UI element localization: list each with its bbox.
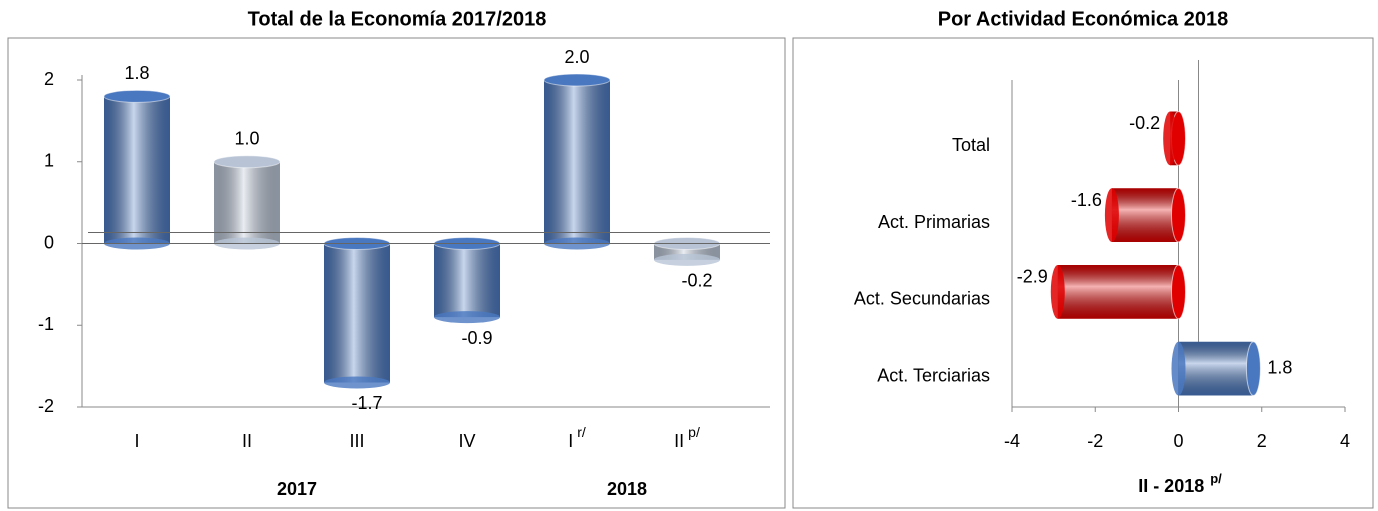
bar-base <box>434 311 500 324</box>
bar-cap <box>1171 187 1186 243</box>
bar-base <box>1050 265 1065 319</box>
bar-base <box>1104 188 1119 242</box>
x-tick-label-superscript: p/ <box>688 424 700 440</box>
x-tick-label: 2 <box>1257 431 1267 451</box>
data-label: -1.6 <box>1071 190 1102 210</box>
x-tick-label-text: II <box>242 431 252 451</box>
bar-cap <box>1245 341 1261 396</box>
bar-base <box>324 376 390 389</box>
data-label: -0.2 <box>1129 113 1160 133</box>
chart-title: Total de la Economía 2017/2018 <box>248 8 547 30</box>
y-tick-label: -1 <box>38 314 54 334</box>
data-label: 1.8 <box>1267 357 1292 377</box>
bar-shine <box>214 161 280 244</box>
x-tick-label-text: II <box>674 431 684 451</box>
bar-base <box>1163 111 1178 166</box>
data-label: -1.7 <box>351 393 382 413</box>
chart-title: Por Actividad Económica 2018 <box>938 8 1228 30</box>
data-label: -0.2 <box>681 271 712 291</box>
data-label: 2.0 <box>564 47 589 67</box>
x-tick-label: II p/ <box>674 424 700 451</box>
y-tick-label: 1 <box>44 151 54 171</box>
x-axis-label: II - 2018 p/ <box>1138 471 1222 495</box>
bar-cap <box>543 73 611 87</box>
data-label: 1.0 <box>234 129 259 149</box>
y-tick-label: Total <box>952 135 990 155</box>
bar-shine <box>1111 188 1179 242</box>
data-label: 1.8 <box>124 63 149 83</box>
group-label: 2018 <box>607 479 647 499</box>
bar-shine <box>324 243 390 383</box>
bar-shine <box>544 80 610 244</box>
y-tick-label: Act. Terciarias <box>877 365 990 385</box>
y-tick-label: 0 <box>44 232 54 252</box>
x-tick-label-text: IV <box>458 431 475 451</box>
x-axis-label-superscript: p/ <box>1210 471 1222 486</box>
x-tick-label: -2 <box>1087 431 1103 451</box>
bar-shine <box>1057 265 1179 319</box>
bar-cap <box>103 89 171 103</box>
panel <box>7 37 786 509</box>
x-tick-label-text: I <box>568 431 573 451</box>
panel <box>792 37 1374 509</box>
x-tick-label: II <box>242 431 252 451</box>
bar-cap <box>1171 264 1186 320</box>
x-axis-label-text: II - 2018 <box>1138 476 1204 496</box>
data-label: -2.9 <box>1017 267 1048 287</box>
bar-base <box>1171 341 1186 396</box>
group-label: 2017 <box>277 479 317 499</box>
y-tick-label: Act. Secundarias <box>854 289 990 309</box>
y-tick-label: Act. Primarias <box>878 212 990 232</box>
y-tick-label: 2 <box>44 69 54 89</box>
bar-cap <box>213 155 281 169</box>
x-tick-label: 4 <box>1340 431 1350 451</box>
y-tick-label: -2 <box>38 396 54 416</box>
x-tick-label: -4 <box>1004 431 1020 451</box>
x-tick-label: IV <box>458 431 475 451</box>
bar-base <box>654 253 720 266</box>
x-tick-label-superscript: r/ <box>577 424 586 440</box>
x-tick-label: III <box>349 431 364 451</box>
x-tick-label: I <box>134 431 139 451</box>
bar-shine <box>1178 341 1254 396</box>
x-tick-label-text: I <box>134 431 139 451</box>
bar-shine <box>104 96 170 244</box>
x-tick-label-text: III <box>349 431 364 451</box>
x-tick-label: 0 <box>1173 431 1183 451</box>
bar-shine <box>434 243 500 318</box>
data-label: -0.9 <box>461 328 492 348</box>
